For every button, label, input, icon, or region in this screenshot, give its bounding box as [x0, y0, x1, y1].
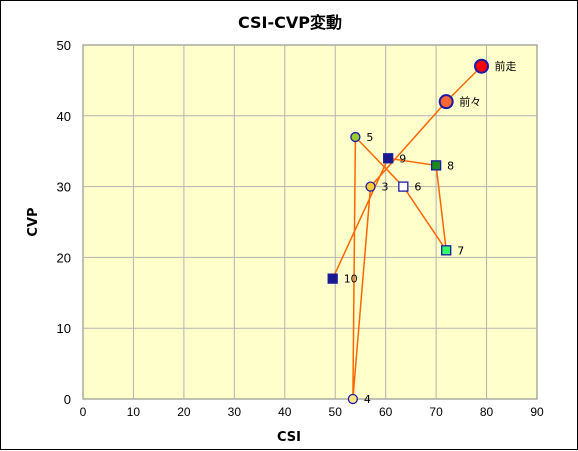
data-label: 4 — [364, 393, 371, 406]
x-tick-label: 90 — [530, 405, 544, 419]
series-line — [332, 65, 483, 400]
y-tick-label: 40 — [57, 109, 71, 124]
y-tick-label: 0 — [64, 392, 71, 407]
x-tick-label: 20 — [177, 405, 191, 419]
y-tick-label: 10 — [57, 321, 71, 336]
x-tick-label: 30 — [228, 405, 242, 419]
data-label: 3 — [382, 181, 389, 194]
grid — [83, 45, 537, 399]
data-label: 5 — [366, 131, 373, 144]
data-point — [430, 160, 442, 171]
data-label: 8 — [447, 159, 454, 172]
data-label: 6 — [414, 181, 421, 194]
data-label: 9 — [399, 152, 406, 165]
y-tick-label: 50 — [57, 38, 71, 53]
data-label: 前走 — [495, 59, 517, 73]
data-label: 10 — [344, 273, 358, 286]
data-point — [350, 131, 361, 143]
data-label: 前々 — [459, 95, 481, 109]
x-tick-label: 50 — [329, 405, 343, 419]
x-tick-label: 40 — [278, 405, 292, 419]
x-tick-label: 10 — [127, 405, 141, 419]
x-tick-label: 60 — [379, 405, 393, 419]
data-point — [327, 273, 338, 284]
data-point — [347, 393, 359, 405]
y-axis-title: CVP — [26, 207, 41, 236]
y-tick-labels: 0 10 20 30 40 50 — [57, 38, 71, 407]
plot-area — [82, 44, 538, 400]
chart-title: CSI-CVP変動 — [238, 13, 342, 32]
data-point — [398, 181, 409, 192]
x-tick-label: 80 — [480, 405, 494, 419]
data-point — [438, 94, 454, 110]
y-tick-label: 20 — [57, 250, 71, 265]
data-point — [441, 245, 452, 256]
x-tick-label: 70 — [429, 405, 443, 419]
data-label: 7 — [457, 244, 464, 257]
series-polyline — [332, 65, 483, 400]
x-tick-label: 0 — [80, 405, 87, 419]
data-point — [365, 181, 376, 192]
data-point — [474, 58, 490, 74]
data-point — [383, 153, 394, 164]
x-axis-title: CSI — [277, 430, 301, 445]
data-markers — [327, 58, 490, 405]
x-tick-labels: 0 10 20 30 40 50 60 70 80 90 — [80, 405, 544, 419]
y-tick-label: 30 — [57, 180, 71, 195]
